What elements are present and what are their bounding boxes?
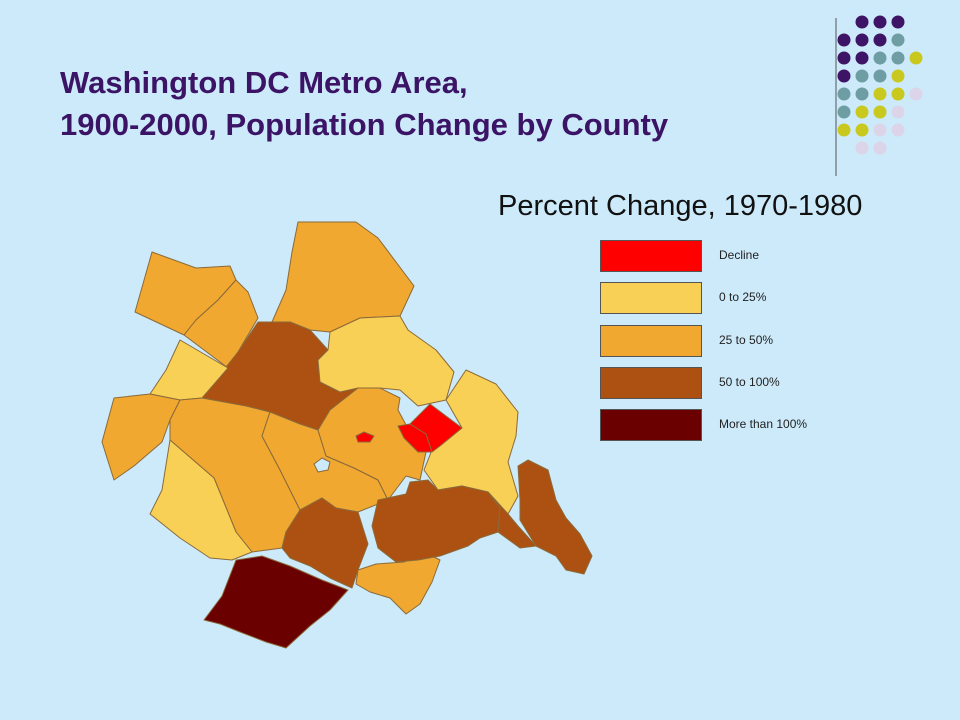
slide-title: Washington DC Metro Area, 1900-2000, Pop… bbox=[60, 62, 780, 146]
county-stafford bbox=[281, 497, 369, 589]
county-arlington bbox=[397, 423, 433, 453]
decorative-dot bbox=[891, 105, 905, 119]
decorative-dot bbox=[891, 69, 905, 83]
decorative-dot bbox=[891, 123, 905, 137]
legend-label-decline: Decline bbox=[719, 248, 760, 262]
county-fairfax-city bbox=[355, 431, 375, 443]
decorative-dot bbox=[891, 15, 905, 29]
county-calvert bbox=[487, 491, 537, 549]
decorative-dot bbox=[909, 87, 923, 101]
decorative-dot bbox=[873, 15, 887, 29]
decorative-dot bbox=[891, 87, 905, 101]
decorative-dot bbox=[855, 123, 869, 137]
decorative-dot bbox=[855, 15, 869, 29]
decorative-dot bbox=[837, 69, 851, 83]
county-montgomery bbox=[317, 315, 455, 407]
legend-label-50-to-100: 50 to 100% bbox=[719, 375, 780, 389]
lake bbox=[313, 457, 331, 473]
legend-swatch-0-to-25 bbox=[600, 282, 702, 314]
legend-swatch-decline bbox=[600, 240, 702, 272]
county-spotsylvania bbox=[203, 555, 349, 649]
decorative-dot bbox=[873, 141, 887, 155]
decorative-dot bbox=[855, 141, 869, 155]
title-line-1: Washington DC Metro Area, bbox=[60, 65, 468, 100]
decorative-dot bbox=[837, 123, 851, 137]
decorative-dot bbox=[855, 51, 869, 65]
title-line-2: 1900-2000, Population Change by County bbox=[60, 107, 669, 142]
county-st-marys bbox=[517, 459, 593, 575]
decorative-dot bbox=[873, 33, 887, 47]
decorative-dot bbox=[909, 51, 923, 65]
legend-swatch-more-than-100 bbox=[600, 409, 702, 441]
decorative-dot bbox=[837, 51, 851, 65]
decorative-dot bbox=[891, 33, 905, 47]
decorative-dot bbox=[873, 69, 887, 83]
legend-label-25-to-50: 25 to 50% bbox=[719, 333, 774, 347]
decorative-dot bbox=[837, 33, 851, 47]
legend-label-more-than-100: More than 100% bbox=[719, 417, 808, 431]
decorative-dot bbox=[873, 87, 887, 101]
decorative-dot bbox=[855, 87, 869, 101]
decorative-dot bbox=[873, 105, 887, 119]
decorative-dot bbox=[837, 105, 851, 119]
county-frederick-md bbox=[271, 221, 415, 333]
county-king-george bbox=[355, 551, 441, 615]
county-culpeper bbox=[149, 439, 253, 561]
decorative-dot bbox=[855, 33, 869, 47]
decorative-dot bbox=[891, 51, 905, 65]
decorative-dot bbox=[873, 123, 887, 137]
decorative-dot bbox=[837, 87, 851, 101]
decorative-dot bbox=[855, 105, 869, 119]
legend-swatch-25-to-50 bbox=[600, 325, 702, 357]
legend-swatch-50-to-100 bbox=[600, 367, 702, 399]
county-rappahannock bbox=[101, 393, 181, 481]
decorative-dot bbox=[855, 69, 869, 83]
map-subtitle: Percent Change, 1970-1980 bbox=[498, 190, 863, 222]
decorative-dot bbox=[873, 51, 887, 65]
legend-label-0-to-25: 0 to 25% bbox=[719, 290, 767, 304]
